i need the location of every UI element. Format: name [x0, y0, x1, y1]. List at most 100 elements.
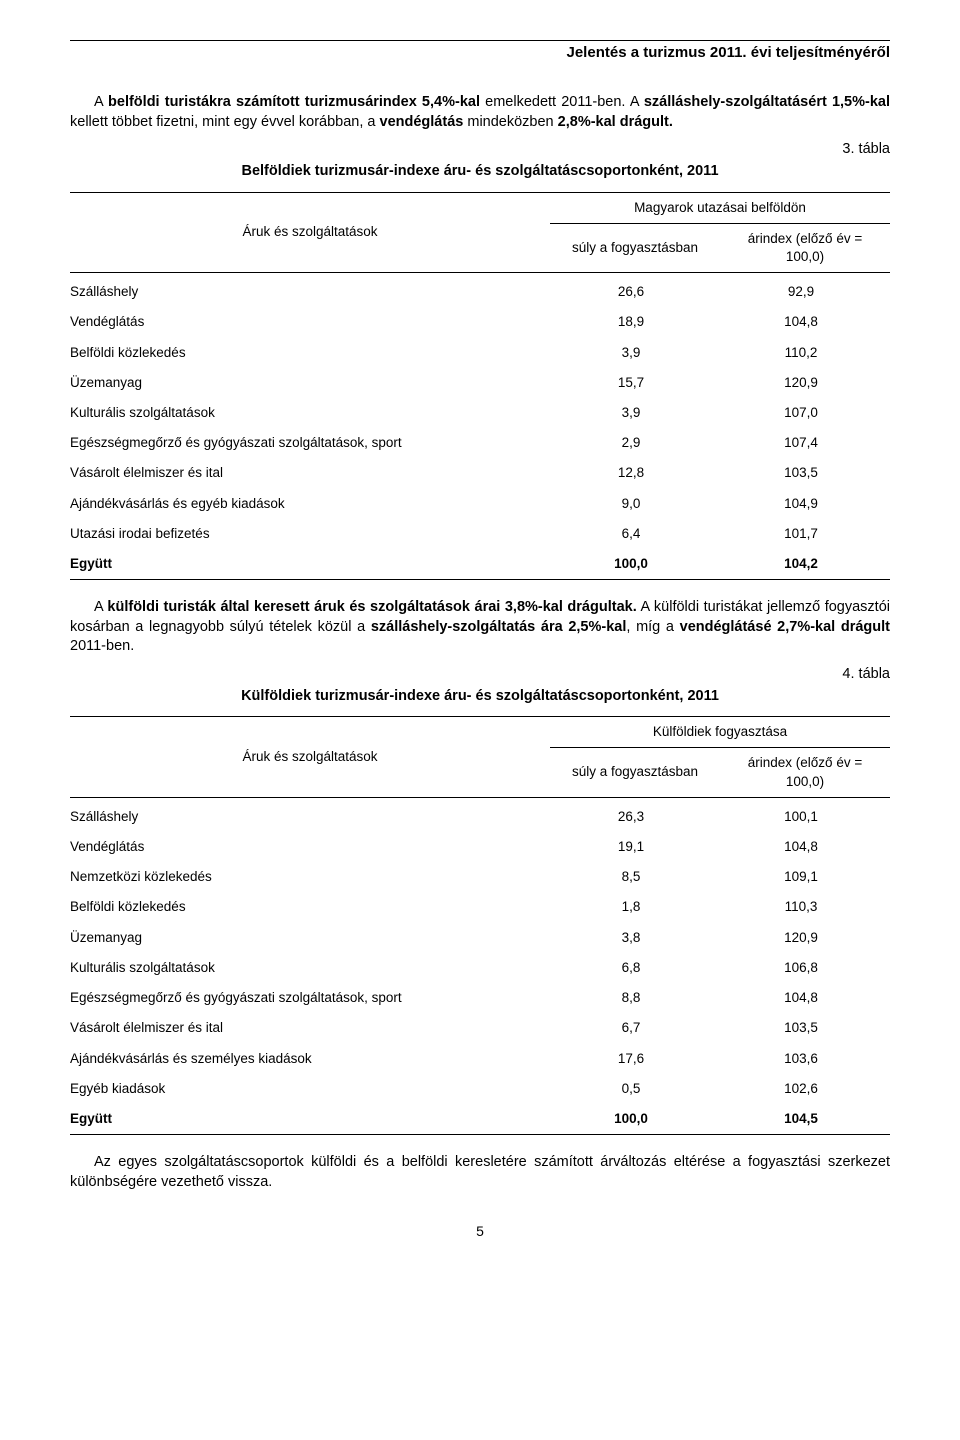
- row-val1: 18,9: [550, 307, 720, 337]
- row-label: Egészségmegőrző és gyógyászati szolgálta…: [70, 428, 550, 458]
- row-val1: 3,9: [550, 398, 720, 428]
- row-val2: 103,6: [720, 1044, 890, 1074]
- table-row: Ajándékvásárlás és egyéb kiadások9,0104,…: [70, 489, 890, 519]
- total-val1: 100,0: [550, 549, 720, 580]
- row-val2: 101,7: [720, 519, 890, 549]
- p1-mid3: mindeközben: [463, 114, 557, 130]
- p2-mid3: 2011-ben.: [70, 638, 134, 654]
- row-label: Ajándékvásárlás és személyes kiadások: [70, 1044, 550, 1074]
- row-val2: 104,8: [720, 307, 890, 337]
- table4-sub2: árindex (előző év = 100,0): [720, 748, 890, 797]
- row-val2: 103,5: [720, 458, 890, 488]
- table3-grouphead: Magyarok utazásai belföldön: [550, 192, 890, 223]
- table-row: Egészségmegőrző és gyógyászati szolgálta…: [70, 428, 890, 458]
- table4-label: 4. tábla: [70, 665, 890, 685]
- row-val1: 6,4: [550, 519, 720, 549]
- table-total-row: Együtt100,0104,2: [70, 549, 890, 580]
- table-row: Kulturális szolgáltatások3,9107,0: [70, 398, 890, 428]
- table3-sub2: árindex (előző év = 100,0): [720, 223, 890, 272]
- row-val1: 8,8: [550, 983, 720, 1013]
- page-header-title: Jelentés a turizmus 2011. évi teljesítmé…: [70, 43, 890, 63]
- table4-grouphead: Külföldiek fogyasztása: [550, 717, 890, 748]
- table-total-row: Együtt100,0104,5: [70, 1104, 890, 1135]
- paragraph-1: A belföldi turistákra számított turizmus…: [70, 93, 890, 132]
- row-val2: 120,9: [720, 923, 890, 953]
- table3-title: Belföldiek turizmusár-indexe áru- és szo…: [70, 162, 890, 182]
- row-val2: 120,9: [720, 368, 890, 398]
- table3: Áruk és szolgáltatások Magyarok utazásai…: [70, 192, 890, 581]
- p1-bold4: 2,8%-kal drágult.: [558, 114, 673, 130]
- table-row: Szálláshely26,3100,1: [70, 797, 890, 832]
- row-val2: 107,0: [720, 398, 890, 428]
- table4-sub1: súly a fogyasztásban: [550, 748, 720, 797]
- row-val1: 6,8: [550, 953, 720, 983]
- row-val1: 2,9: [550, 428, 720, 458]
- row-val2: 107,4: [720, 428, 890, 458]
- table-row: Utazási irodai befizetés6,4101,7: [70, 519, 890, 549]
- table-row: Ajándékvásárlás és személyes kiadások17,…: [70, 1044, 890, 1074]
- p1-mid2: kellett többet fizetni, mint egy évvel k…: [70, 114, 380, 130]
- row-label: Egészségmegőrző és gyógyászati szolgálta…: [70, 983, 550, 1013]
- total-label: Együtt: [70, 1104, 550, 1135]
- row-label: Szálláshely: [70, 797, 550, 832]
- row-label: Egyéb kiadások: [70, 1074, 550, 1104]
- row-val1: 26,3: [550, 797, 720, 832]
- row-label: Üzemanyag: [70, 368, 550, 398]
- paragraph-2: A külföldi turisták által keresett áruk …: [70, 598, 890, 657]
- row-val2: 103,5: [720, 1013, 890, 1043]
- p2-mid2: , míg a: [626, 619, 679, 635]
- page-number: 5: [70, 1222, 890, 1241]
- row-val1: 19,1: [550, 832, 720, 862]
- p2-bold3: vendéglátásé 2,7%-kal drágult: [680, 619, 890, 635]
- row-val1: 17,6: [550, 1044, 720, 1074]
- p1-mid1: emelkedett 2011-ben. A: [480, 94, 644, 110]
- row-label: Belföldi közlekedés: [70, 892, 550, 922]
- row-label: Vendéglátás: [70, 832, 550, 862]
- row-val1: 26,6: [550, 273, 720, 308]
- table-row: Üzemanyag15,7120,9: [70, 368, 890, 398]
- table-row: Belföldi közlekedés1,8110,3: [70, 892, 890, 922]
- row-val1: 8,5: [550, 862, 720, 892]
- table-row: Kulturális szolgáltatások6,8106,8: [70, 953, 890, 983]
- row-label: Belföldi közlekedés: [70, 338, 550, 368]
- table-row: Egyéb kiadások0,5102,6: [70, 1074, 890, 1104]
- row-val2: 102,6: [720, 1074, 890, 1104]
- header-rule: [70, 40, 890, 41]
- row-val2: 110,2: [720, 338, 890, 368]
- table-row: Szálláshely26,692,9: [70, 273, 890, 308]
- p1-bold1: belföldi turistákra számított turizmusár…: [108, 94, 480, 110]
- row-label: Vásárolt élelmiszer és ital: [70, 1013, 550, 1043]
- row-label: Szálláshely: [70, 273, 550, 308]
- row-label: Üzemanyag: [70, 923, 550, 953]
- paragraph-3: Az egyes szolgáltatáscsoportok külföldi …: [70, 1153, 890, 1192]
- row-val1: 3,8: [550, 923, 720, 953]
- row-val2: 110,3: [720, 892, 890, 922]
- total-val2: 104,2: [720, 549, 890, 580]
- total-val1: 100,0: [550, 1104, 720, 1135]
- row-val2: 104,8: [720, 832, 890, 862]
- row-label: Ajándékvásárlás és egyéb kiadások: [70, 489, 550, 519]
- row-val1: 9,0: [550, 489, 720, 519]
- row-val1: 15,7: [550, 368, 720, 398]
- table4: Áruk és szolgáltatások Külföldiek fogyas…: [70, 716, 890, 1135]
- row-label: Vásárolt élelmiszer és ital: [70, 458, 550, 488]
- table-row: Üzemanyag3,8120,9: [70, 923, 890, 953]
- table3-sub1: súly a fogyasztásban: [550, 223, 720, 272]
- table-row: Nemzetközi közlekedés8,5109,1: [70, 862, 890, 892]
- table-row: Egészségmegőrző és gyógyászati szolgálta…: [70, 983, 890, 1013]
- row-val2: 106,8: [720, 953, 890, 983]
- table-row: Vásárolt élelmiszer és ital6,7103,5: [70, 1013, 890, 1043]
- total-label: Együtt: [70, 549, 550, 580]
- p2-bold2: szálláshely-szolgáltatás ára 2,5%-kal: [371, 619, 627, 635]
- row-val1: 3,9: [550, 338, 720, 368]
- row-val2: 104,9: [720, 489, 890, 519]
- row-label: Nemzetközi közlekedés: [70, 862, 550, 892]
- p2-prefix: A: [94, 599, 107, 615]
- row-label: Utazási irodai befizetés: [70, 519, 550, 549]
- row-val2: 104,8: [720, 983, 890, 1013]
- row-val1: 0,5: [550, 1074, 720, 1104]
- table3-label: 3. tábla: [70, 140, 890, 160]
- p2-bold1: külföldi turisták által keresett áruk és…: [107, 599, 636, 615]
- p1-bold2: szálláshely-szolgáltatásért 1,5%-kal: [644, 94, 890, 110]
- row-val2: 109,1: [720, 862, 890, 892]
